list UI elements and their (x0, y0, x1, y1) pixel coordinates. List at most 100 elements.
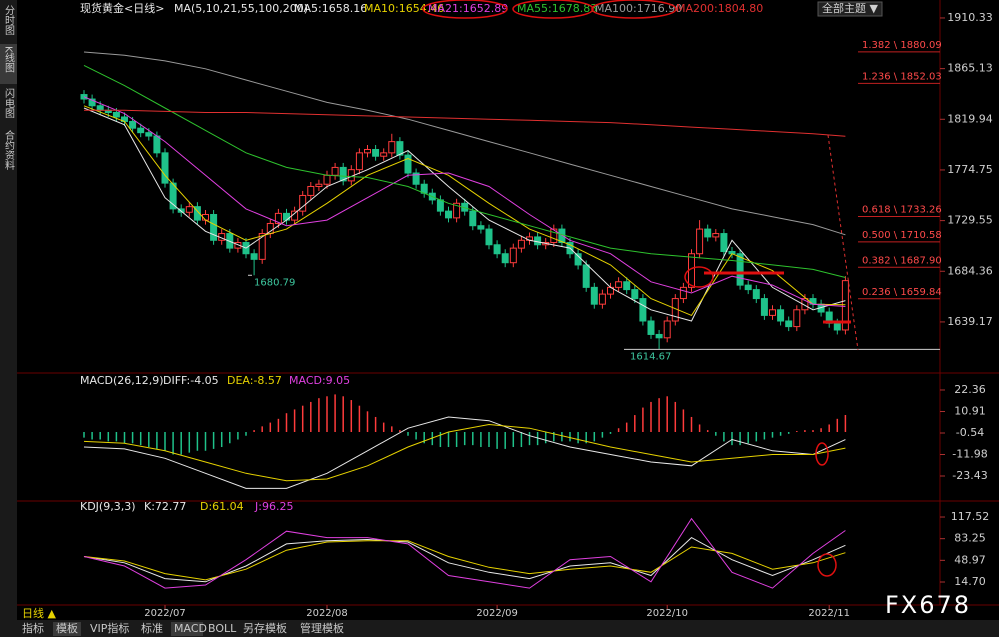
highlight-ellipse (512, 0, 594, 19)
indicator-line (83, 96, 846, 307)
candle-body (615, 281, 623, 288)
candle-body (96, 105, 104, 111)
y-tick-label: -0.54 (956, 426, 984, 439)
side-tab[interactable]: 分时图 (3, 5, 15, 36)
panel-title: MACD(26,12,9) (80, 374, 164, 387)
candle-body (501, 253, 509, 264)
fib-label: 1.382 \ 1880.09 (862, 40, 942, 51)
candle-body (841, 280, 849, 331)
candle-body (550, 228, 558, 244)
highlight-ellipse (684, 266, 714, 288)
x-tick-label: 2022/11 (808, 608, 850, 619)
side-tab[interactable]: 闪电图 (3, 87, 15, 119)
bottom-tab-selected (53, 622, 81, 636)
candle-body (833, 322, 841, 331)
candle-body (493, 244, 501, 255)
candle-body (453, 202, 461, 219)
legend-item: DIFF:-4.05 (163, 374, 219, 387)
bottom-tab[interactable]: VIP指标 (90, 621, 129, 635)
y-tick-label: 1819.94 (947, 112, 993, 125)
candle-body (769, 309, 776, 316)
candle-body (469, 210, 477, 227)
candle-body (623, 281, 631, 291)
candle-body (129, 120, 137, 129)
y-tick-label: 83.25 (954, 532, 986, 545)
candle-body (274, 212, 282, 224)
legend-item: D:61.04 (200, 500, 244, 513)
candle-body (323, 174, 331, 185)
candle-body (185, 206, 193, 213)
y-tick-label: 48.97 (954, 553, 986, 566)
x-tick-label: 2022/10 (646, 608, 688, 619)
candle-body (655, 333, 663, 339)
candle-body (88, 98, 96, 107)
legend-title: MA(5,10,21,55,100,200) (174, 2, 308, 15)
candle-body (234, 242, 242, 249)
watermark: FX678 (885, 591, 971, 619)
candle-body (590, 286, 598, 305)
candle-body (639, 298, 647, 322)
fib-label: 0.500 \ 1710.58 (862, 230, 942, 241)
indicator-line (83, 536, 846, 583)
bottom-tab[interactable]: 管理模板 (300, 621, 344, 635)
bottom-tab[interactable]: MACD (174, 622, 207, 635)
theme-button[interactable] (817, 1, 883, 17)
candle-body (210, 214, 218, 241)
candle-body (598, 293, 606, 305)
bottom-tab[interactable]: 模板 (56, 621, 78, 635)
bottom-bar (0, 620, 999, 637)
candle-body (485, 228, 493, 246)
candle-body (752, 289, 760, 300)
legend-item: K:72.77 (144, 500, 186, 513)
candle-body (679, 286, 687, 300)
candle-body (436, 199, 444, 212)
indicator-line (83, 423, 846, 482)
x-tick-label: 2022/09 (476, 608, 518, 619)
indicator-line (83, 540, 846, 581)
candle-body (396, 141, 404, 156)
y-tick-label: 1684.36 (947, 264, 993, 277)
highlight-ellipse (422, 0, 508, 19)
period-label[interactable]: 日线 ▲ (22, 606, 56, 620)
candle-body (663, 320, 671, 339)
y-tick-label: 117.52 (951, 510, 990, 523)
candle-body (112, 111, 120, 118)
candle-body (258, 233, 266, 260)
y-tick-label: 1774.75 (947, 163, 993, 176)
candle-body (509, 247, 517, 264)
side-tab[interactable]: K线图 (3, 46, 15, 73)
candle-body (355, 152, 363, 171)
candle-body (137, 127, 145, 134)
legend-item: MA55:1678.83 (517, 2, 597, 15)
y-tick-label: -23.43 (952, 469, 987, 482)
candle-body (307, 185, 315, 196)
candle-body (372, 148, 380, 157)
candle-body (404, 154, 412, 174)
candle-body (744, 284, 752, 291)
candle-body (193, 206, 201, 221)
highlight-ellipse (817, 553, 837, 577)
side-tab[interactable]: 合约资料 (3, 129, 15, 171)
indicator-line (83, 517, 846, 589)
candle-body (712, 233, 720, 238)
candle-body (760, 298, 768, 316)
candle-body (412, 172, 420, 185)
y-tick-label: 22.36 (954, 383, 986, 396)
candle-body (517, 239, 525, 249)
theme-button-label[interactable]: 全部主题 ▼ (822, 1, 878, 15)
candle-body (153, 135, 161, 154)
candle-body (315, 183, 323, 187)
candle-body (80, 94, 88, 100)
y-tick-label: 1910.33 (947, 11, 993, 24)
bottom-tab[interactable]: 指标 (22, 621, 44, 635)
x-tick-label: 2022/08 (306, 608, 348, 619)
bottom-tab[interactable]: 另存模板 (243, 621, 287, 635)
legend-item: MA200:1804.80 (676, 2, 763, 15)
bottom-tab[interactable]: 标准 (141, 621, 163, 635)
bottom-tab[interactable]: BOLL (208, 622, 237, 635)
candle-body (299, 194, 307, 212)
projection-line (827, 134, 859, 351)
candle-body (266, 222, 274, 235)
